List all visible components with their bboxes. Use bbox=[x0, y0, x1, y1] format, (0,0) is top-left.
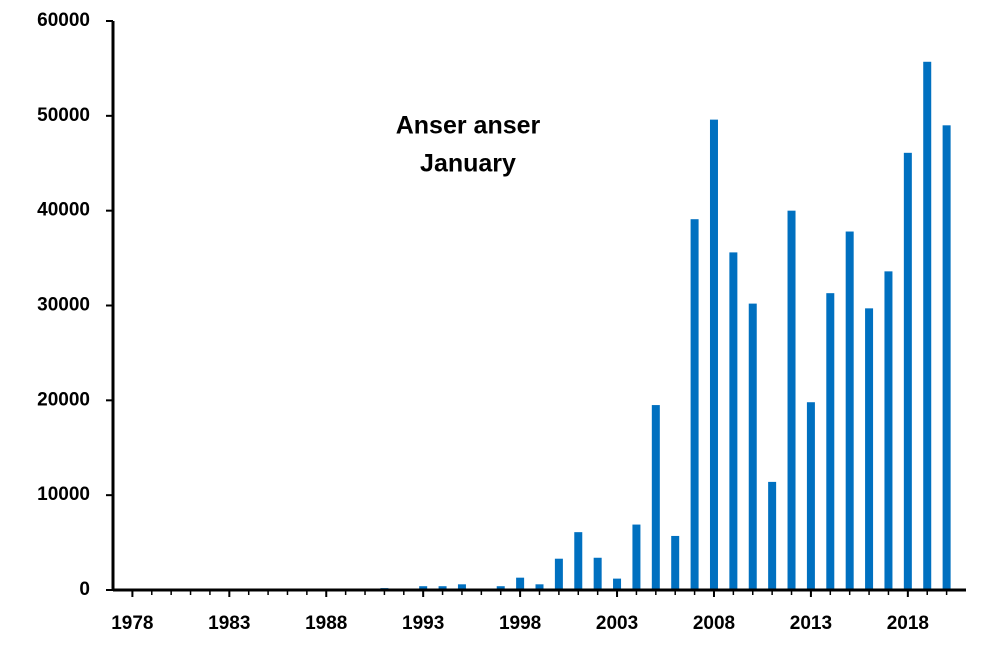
x-tick-label: 2013 bbox=[790, 613, 832, 634]
x-tick-label: 1988 bbox=[305, 613, 347, 634]
bar bbox=[884, 271, 893, 590]
bar bbox=[574, 532, 583, 590]
y-tick-label: 50000 bbox=[37, 105, 90, 126]
annotation: Anser anser bbox=[396, 112, 541, 140]
bar bbox=[457, 584, 466, 590]
bar bbox=[516, 577, 525, 590]
bar bbox=[768, 481, 777, 590]
bar bbox=[632, 524, 641, 590]
x-tick-label: 1978 bbox=[111, 613, 153, 634]
bar bbox=[806, 402, 815, 590]
y-tick-label: 40000 bbox=[37, 200, 90, 221]
bar bbox=[496, 586, 505, 590]
x-tick-label: 2018 bbox=[887, 613, 929, 634]
bar bbox=[748, 303, 757, 590]
bar bbox=[709, 119, 718, 591]
y-tick-label: 20000 bbox=[37, 389, 90, 410]
bar bbox=[438, 586, 447, 590]
x-tick-label: 2008 bbox=[693, 613, 735, 634]
y-tick-label: 10000 bbox=[37, 484, 90, 505]
y-tick-label: 30000 bbox=[37, 295, 90, 316]
bar bbox=[671, 535, 680, 590]
bar bbox=[690, 219, 699, 590]
x-tick-label: 2003 bbox=[596, 613, 638, 634]
bar bbox=[845, 231, 854, 590]
bar bbox=[554, 558, 563, 590]
bar bbox=[826, 293, 835, 590]
bar bbox=[419, 586, 428, 590]
y-tick-label: 0 bbox=[79, 579, 90, 600]
bar bbox=[593, 557, 602, 590]
annotation: January bbox=[420, 150, 516, 178]
bar bbox=[651, 405, 660, 590]
bar bbox=[903, 152, 912, 590]
y-tick-label: 60000 bbox=[37, 10, 90, 31]
bar bbox=[613, 578, 622, 590]
bar bbox=[923, 61, 932, 591]
bar bbox=[787, 210, 796, 590]
bar bbox=[729, 252, 738, 591]
bar bbox=[865, 308, 874, 590]
bar bbox=[942, 125, 951, 591]
bar bbox=[535, 584, 544, 590]
x-tick-label: 1983 bbox=[208, 613, 250, 634]
x-tick-label: 1998 bbox=[499, 613, 541, 634]
x-tick-label: 1993 bbox=[402, 613, 444, 634]
